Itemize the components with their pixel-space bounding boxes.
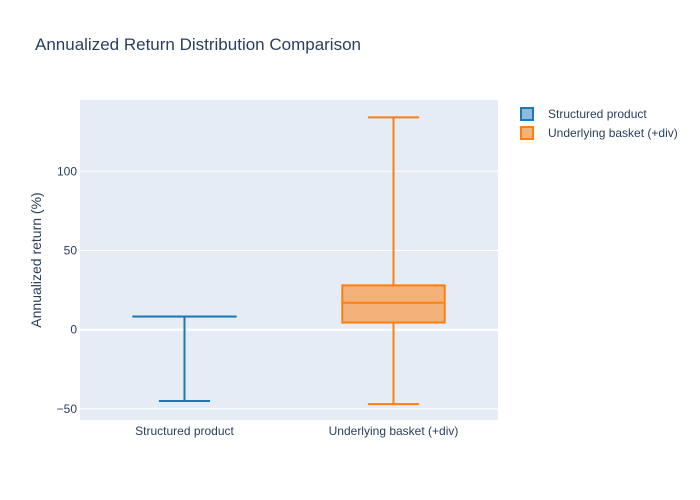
interquartile-box <box>341 284 446 324</box>
y-tick-label: 0 <box>70 323 77 337</box>
box-trace[interactable] <box>132 315 237 402</box>
x-tick-labels: Structured product Underlying basket (+di… <box>135 424 458 438</box>
box-traces <box>132 116 446 406</box>
legend-swatch <box>520 107 534 121</box>
legend-label: Structured product <box>548 107 647 121</box>
legend-label: Underlying basket (+div) <box>548 126 678 140</box>
x-tick-label: Underlying basket (+div) <box>329 424 459 438</box>
legend-item[interactable]: Structured product <box>520 107 647 121</box>
box-trace[interactable] <box>341 116 446 406</box>
chart-title: Annualized Return Distribution Compariso… <box>35 35 361 54</box>
y-tick-label: 100 <box>57 164 77 178</box>
x-tick-label: Structured product <box>135 424 234 438</box>
y-axis-title: Annualized return (%) <box>28 192 44 327</box>
legend[interactable]: Structured product Underlying basket (+di… <box>520 107 678 140</box>
plot-area <box>80 100 498 420</box>
y-tick-label: 50 <box>64 243 78 257</box>
gridlines <box>80 170 498 410</box>
legend-item[interactable]: Underlying basket (+div) <box>520 126 678 140</box>
y-tick-label: −50 <box>57 402 78 416</box>
y-tick-labels: −50 0 50 100 <box>57 164 78 416</box>
legend-swatch <box>520 126 534 140</box>
